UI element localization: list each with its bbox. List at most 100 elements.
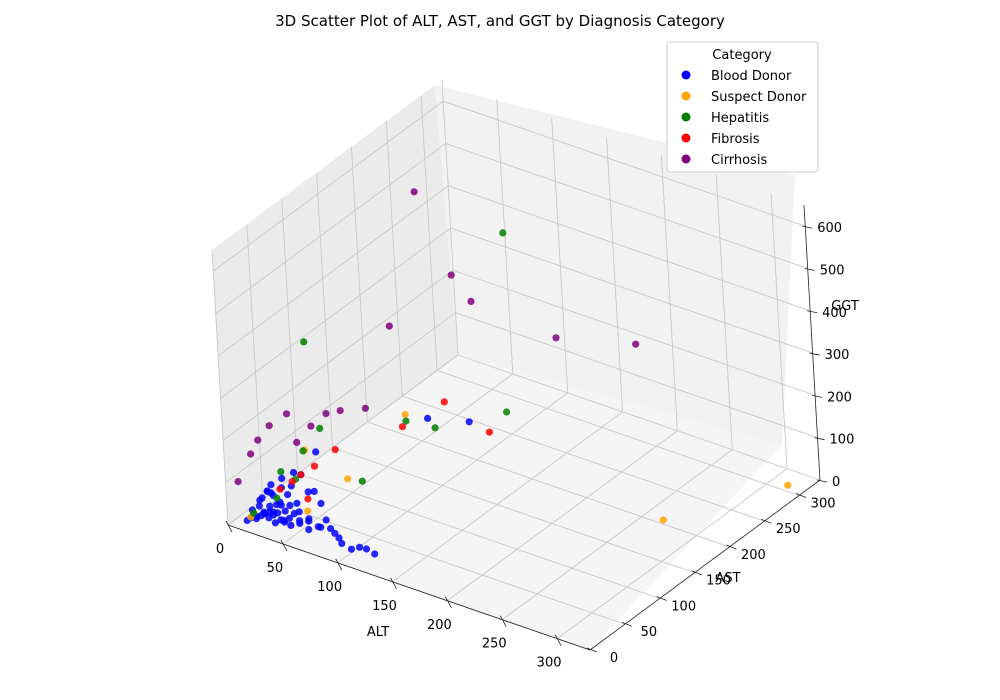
x-tick-label: 100 (317, 580, 342, 595)
x-tick (499, 615, 507, 627)
back-wall-pane (435, 85, 795, 445)
x-tick (225, 520, 233, 533)
axis-labels: 3D Scatter Plot of ALT, AST, and GGT by … (275, 12, 859, 640)
z-grid-line-left (217, 185, 449, 357)
data-point (304, 507, 312, 515)
x-grid-line-back (770, 193, 788, 469)
data-point (284, 491, 292, 499)
legend: Category Blood Donor Suspect Donor Hepatit… (666, 41, 819, 173)
y-tick (656, 596, 667, 601)
y-grid-line-floor (297, 473, 660, 599)
z-grid-line-left (227, 354, 459, 526)
z-tick (804, 268, 815, 271)
data-point (424, 414, 432, 422)
z-tick (816, 479, 828, 483)
data-point (263, 487, 271, 495)
series-hepatitis (250, 229, 511, 517)
y-tick (726, 544, 737, 550)
z-grid-line-back (457, 354, 821, 481)
data-point (331, 446, 339, 454)
data-point (335, 534, 343, 542)
data-point (293, 438, 301, 446)
y-tick (761, 518, 772, 524)
x-grid-line-back (496, 98, 514, 374)
data-point (310, 487, 318, 495)
z-tick-label: 100 (830, 433, 855, 448)
z-tick-label: 600 (817, 221, 842, 236)
data-point (784, 481, 792, 489)
data-point (312, 448, 320, 456)
data-point (402, 417, 410, 425)
legend-marker (681, 70, 691, 80)
data-point (281, 507, 289, 515)
legend-marker (681, 112, 691, 122)
x-grid-line-back (606, 136, 623, 412)
data-point (503, 408, 511, 416)
data-point (252, 515, 261, 523)
data-point (499, 229, 507, 237)
z-grid-line-back (450, 227, 813, 354)
y-axis-line (589, 479, 821, 651)
x-grid-line-back (660, 155, 678, 431)
data-point (285, 514, 294, 522)
chart-title: 3D Scatter Plot of ALT, AST, and GGT by … (275, 12, 725, 30)
y-tick-label: 300 (811, 496, 836, 511)
y-tick (691, 570, 702, 576)
z-grid-line-back (452, 269, 816, 396)
x-tick-label: 300 (537, 656, 562, 671)
data-point (316, 424, 324, 432)
x-tick-label: 150 (372, 599, 397, 614)
legend-label: Suspect Donor (711, 90, 807, 105)
y-grid-line-left (316, 172, 333, 448)
legend-entries: Blood Donor Suspect Donor Hepatitis Fibrosi… (681, 69, 807, 168)
z-axis-label: GGT (831, 299, 859, 314)
x-axis-line (227, 524, 591, 651)
series-cirrhosis (234, 188, 640, 486)
legend-box (666, 41, 819, 173)
data-point (385, 322, 393, 330)
data-point (356, 543, 364, 551)
data-point (440, 398, 448, 406)
y-tick (795, 493, 807, 498)
data-point (310, 462, 319, 470)
x-tick (554, 634, 562, 646)
z-grid-line-left (225, 312, 456, 484)
data-point (304, 495, 312, 503)
data-point (273, 494, 281, 502)
z-tick-label: 300 (825, 348, 850, 363)
x-grid-line-floor (556, 468, 788, 639)
y-grid-line-floor (436, 370, 800, 496)
data-point (297, 471, 305, 479)
data-point (277, 468, 285, 476)
z-grid-line-back (455, 312, 818, 439)
data-point (286, 501, 294, 509)
x-tick-label: 50 (267, 561, 284, 576)
z-tick (809, 352, 820, 356)
x-grid-line-floor (282, 373, 514, 545)
y-grid-line-left (350, 146, 368, 422)
legend-marker (681, 133, 691, 143)
y-grid-line-left (420, 95, 438, 371)
data-point (293, 499, 301, 507)
data-point (282, 410, 291, 418)
data-point (431, 424, 439, 432)
data-point (447, 271, 455, 279)
legend-title: Category (712, 48, 772, 63)
data-point (338, 539, 346, 548)
data-point (255, 502, 263, 510)
x-grid-line-back (715, 174, 733, 450)
data-point (307, 422, 315, 430)
legend-marker (681, 154, 691, 164)
z-tick (802, 225, 813, 229)
z-grid-line-back (443, 100, 806, 227)
axes: 0 50 100 150 200 250 300 0 50 100 150 200 250 300 0 100… (216, 204, 855, 671)
data-point (269, 508, 277, 516)
data-point (659, 516, 667, 524)
data-point (288, 478, 296, 486)
data-point (271, 519, 279, 527)
y-grid-line-floor (332, 447, 695, 574)
z-tick-label: 0 (832, 475, 840, 490)
y-grid-line-floor (367, 421, 730, 548)
z-grid-line-left (220, 227, 451, 399)
